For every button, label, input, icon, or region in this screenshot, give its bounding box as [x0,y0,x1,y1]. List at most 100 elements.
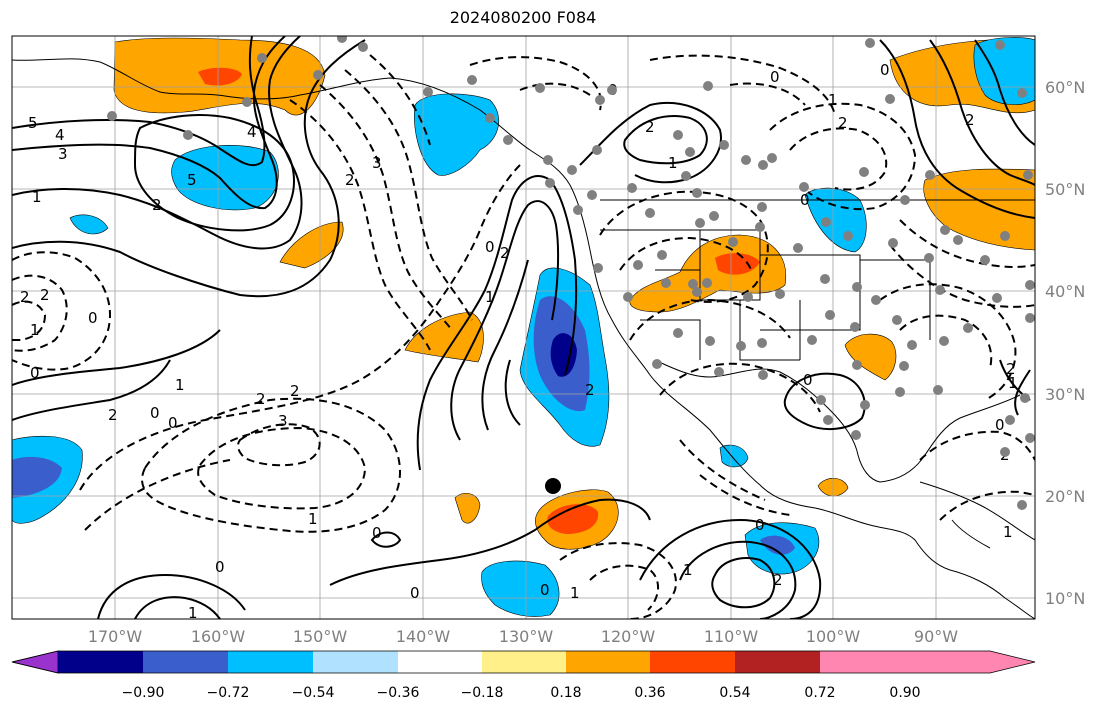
colorbar-tick-label: 0.36 [634,685,665,701]
contour-label: 0 [880,61,890,79]
colorbar-extend-right [905,651,1035,673]
contour-label: 2 [645,118,655,136]
negative-anomaly-south [481,560,560,617]
contour-label: 0 [485,238,495,256]
colorbar-swatch [482,651,566,673]
contour-label: 1 [485,288,495,306]
contour-label: 2 [1006,360,1016,378]
contour-label: 2 [500,244,510,262]
contour-label: 0 [803,371,813,389]
lon-label: 110°W [704,627,759,646]
contour-label: 2 [256,390,266,408]
colorbar-extend-left [11,650,59,674]
contour-label: 1 [32,188,42,206]
colorbar-swatch [58,651,143,673]
contours-dashed [12,54,1035,619]
contour-label: 1 [175,376,185,394]
lon-label: 170°W [88,627,143,646]
lon-label: 140°W [396,627,451,646]
colorbar-swatch [735,651,820,673]
contour-label: 1 [308,510,318,528]
colorbar-tick-label: 0.18 [550,685,581,701]
contour-label: 1 [1003,523,1013,541]
colorbar-tick-label: −0.18 [461,685,504,701]
contour-label: 4 [55,126,65,144]
negative-anomaly-coast-core [550,333,577,377]
contour-label: 2 [838,114,848,132]
map-frame [11,35,1036,620]
lon-label: 100°W [806,627,861,646]
contour-label: 0 [372,524,382,542]
negative-anomaly-small-ne-pac [69,214,109,235]
negative-anomaly-west-mid [12,456,62,498]
colorbar-tick-label: 0.72 [804,685,835,701]
contour-label: 0 [168,414,178,432]
latitude-labels: 60°N 50°N 40°N 30°N 20°N 10°N [1045,78,1085,608]
map-background [12,36,1035,619]
contour-label: 0 [88,309,98,327]
contour-label: 5 [187,171,197,189]
contour-label: 1 [570,584,580,602]
contour-label: 0 [755,516,765,534]
positive-anomaly-small-west [279,221,344,269]
colorbar-swatch [228,651,313,673]
contour-label: 1 [188,604,198,622]
contour-label: 0 [410,584,420,602]
colorbar-tick-label: −0.72 [207,685,250,701]
lat-label: 20°N [1045,487,1085,506]
positive-anomaly-storm-core [547,504,599,534]
contour-label: 1 [30,321,40,339]
lon-label: 90°W [914,627,958,646]
contour-label: 0 [215,558,225,576]
colorbar-swatch [820,651,905,673]
contour-label: 2 [585,381,595,399]
lon-label: 120°W [601,627,656,646]
colorbar-tick-label: −0.36 [377,685,420,701]
station-dots [107,36,1035,510]
lon-label: 150°W [293,627,348,646]
negative-anomaly-ne-corner [973,37,1035,105]
colorbar-tick-label: −0.54 [292,685,335,701]
contour-label: 0 [995,416,1005,434]
contours [12,36,1035,619]
contour-label: 3 [278,412,288,430]
storm-center-marker [545,478,561,494]
figure-title: 2024080200 F084 [449,8,597,27]
contour-label: 2 [40,286,50,304]
colorbar-swatch [313,651,398,673]
positive-anomaly-core-alaska [198,67,242,86]
colorbar [11,650,1036,674]
contour-label: 2 [345,171,355,189]
negative-anomaly-east-pac-core [760,535,795,555]
positive-anomaly-southwest-core [715,253,760,275]
contour-label: 0 [30,364,40,382]
contour-label: 0 [770,68,780,86]
lon-label: 160°W [191,627,246,646]
contour-label: 0 [800,191,810,209]
contour-label: 1 [668,154,678,172]
colorbar-tick-label: −0.90 [122,685,165,701]
colorbar-ticks: −0.90 −0.72 −0.54 −0.36 −0.18 0.18 0.36 … [122,685,921,701]
colorbar-tick-label: 0.54 [719,685,750,701]
colorbar-swatch [143,651,228,673]
lat-label: 60°N [1045,78,1085,97]
colorbar-swatch [398,651,482,673]
positive-anomaly-small-mid [454,492,481,524]
contour-label: 0 [150,404,160,422]
lat-label: 40°N [1045,282,1085,301]
colorbar-swatch [566,651,650,673]
contour-label: 2 [773,571,783,589]
lat-label: 10°N [1045,589,1085,608]
contour-label: 2 [152,196,162,214]
coastlines [12,58,1035,619]
lat-label: 50°N [1045,180,1085,199]
colorbar-tick-label: 0.90 [889,685,920,701]
contour-label: 2 [108,406,118,424]
contour-label: 5 [28,114,38,132]
contour-label: 1 [683,561,693,579]
longitude-labels: 170°W 160°W 150°W 140°W 130°W 120°W 110°… [88,627,958,646]
contour-label: 3 [372,154,382,172]
contour-label: 2 [965,111,975,129]
contour-label: 0 [540,581,550,599]
